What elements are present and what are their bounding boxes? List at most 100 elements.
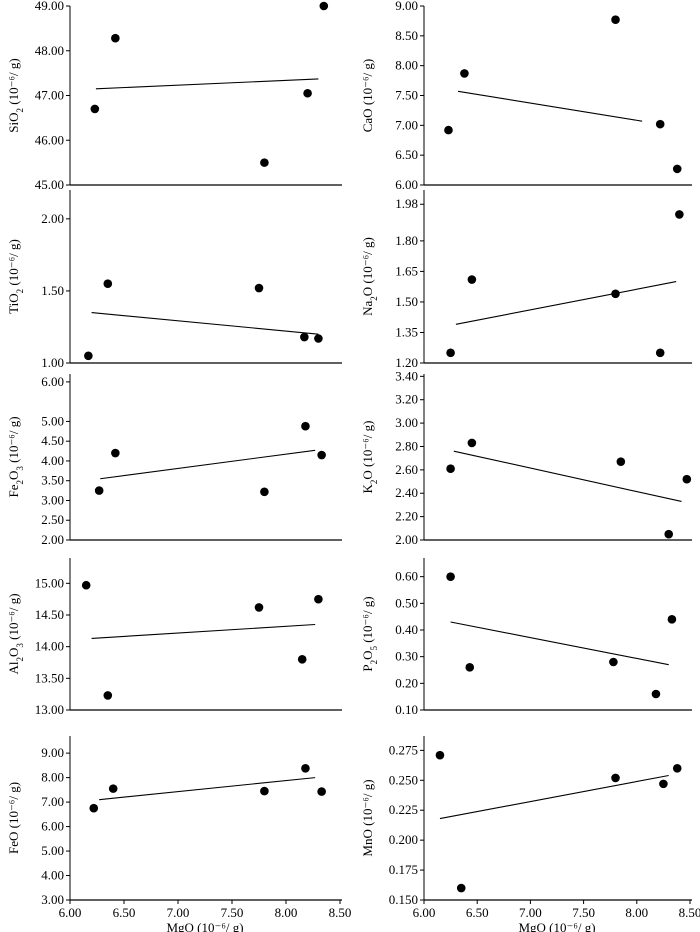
- trend-line: [455, 281, 677, 325]
- data-point: [317, 450, 326, 460]
- panel-tio2: 1.00 1.50 2.00 TiO2 (10⁻⁶/ g): [6, 190, 342, 370]
- y-axis-label: SiO2 (10⁻⁶/ g): [6, 58, 25, 132]
- x-tick-label: 6.00: [413, 905, 436, 920]
- y-tick-label: 15.00: [35, 575, 64, 590]
- y-tick-label: 2.80: [395, 438, 418, 453]
- data-point: [664, 529, 674, 539]
- y-tick-label: 8.50: [395, 28, 418, 43]
- data-point: [467, 275, 477, 284]
- y-tick-label: 6.00: [41, 819, 64, 834]
- trend-line: [100, 449, 316, 480]
- panel-na2o: 1.20 1.35 1.50 1.65 1.80 1.98 Na2O (10⁻⁶/ g): [360, 190, 692, 370]
- panel-feo: 3.00 4.00 5.00 6.00 7.00 8.00 9.00 FeO (10⁻⁶/ g…: [6, 736, 351, 932]
- data-point: [111, 448, 120, 458]
- data-point: [446, 348, 455, 358]
- y-tick-label: 0.200: [389, 832, 418, 847]
- y-tick-label: 9.00: [395, 0, 418, 13]
- data-point: [260, 487, 269, 497]
- y-tick-label: 0.150: [389, 892, 418, 907]
- data-point: [456, 883, 466, 893]
- x-tick-label: 7.00: [519, 905, 542, 920]
- y-tick-label: 0.30: [395, 649, 418, 664]
- y-axis-label: TiO2 (10⁻⁶/ g): [6, 239, 25, 314]
- y-axis-label: Fe2O3 (10⁻⁶/ g): [6, 416, 25, 497]
- y-tick-label: 4.00: [41, 868, 64, 883]
- data-point: [81, 580, 91, 590]
- data-point: [300, 332, 309, 342]
- data-point: [611, 773, 620, 783]
- y-tick-label: 0.60: [395, 569, 418, 584]
- y-tick-label: 3.00: [41, 892, 64, 907]
- panel-p2o5: 0.10 0.20 0.30 0.40 0.50 0.60 P2O5 (10⁻⁶/ g): [360, 558, 692, 717]
- y-tick-label: 45.00: [35, 177, 64, 192]
- y-axis-label: Al2O3 (10⁻⁶/ g): [6, 593, 25, 674]
- data-point: [89, 803, 99, 813]
- trend-line: [95, 78, 319, 90]
- y-tick-label: 6.50: [395, 147, 418, 162]
- data-point: [260, 786, 269, 796]
- trend-line: [99, 777, 316, 801]
- data-point: [446, 572, 455, 581]
- y-tick-label: 7.50: [395, 88, 418, 103]
- y-tick-label: 2.00: [41, 211, 64, 226]
- x-tick-label: 7.00: [167, 905, 190, 920]
- data-point: [301, 764, 310, 773]
- y-tick-label: 48.00: [35, 43, 64, 58]
- y-tick-label: 1.80: [395, 233, 418, 248]
- y-tick-label: 1.20: [395, 355, 418, 370]
- data-point: [301, 421, 310, 431]
- x-axis-label: MgO (10⁻⁶/ g): [166, 920, 243, 932]
- x-tick-label: 8.00: [275, 905, 298, 920]
- panel-fe2o3: 2.00 2.50 3.00 3.50 4.00 4.50 5.00 6.00 Fe2O3 (1…: [6, 374, 342, 547]
- y-axis-label: FeO (10⁻⁶/ g): [6, 782, 21, 854]
- panel-k2o: 2.00 2.20 2.40 2.60 2.80 3.00 3.20 3.40 K2O (10⁻…: [360, 368, 692, 547]
- trend-line: [453, 450, 682, 502]
- y-tick-label: 8.00: [395, 58, 418, 73]
- data-point: [659, 779, 668, 789]
- y-tick-label: 5.00: [41, 413, 64, 428]
- y-tick-label: 3.40: [395, 368, 418, 383]
- y-tick-label: 4.00: [41, 453, 64, 468]
- panel-mno: 0.150 0.175 0.200 0.225 0.250 0.275 MnO (10⁻⁶/…: [360, 736, 700, 932]
- y-tick-label: 13.00: [35, 702, 64, 717]
- data-point: [682, 474, 692, 484]
- x-tick-label: 8.00: [625, 905, 648, 920]
- data-point: [303, 88, 312, 98]
- y-axis-label: K2O (10⁻⁶/ g): [360, 421, 379, 494]
- trend-line: [91, 623, 316, 639]
- y-tick-label: 0.20: [395, 675, 418, 690]
- data-point: [254, 283, 264, 293]
- data-point: [467, 438, 477, 448]
- y-tick-label: 8.00: [41, 770, 64, 785]
- panel-cao: 6.00 6.50 7.00 7.50 8.00 8.50 9.00 CaO (10⁻⁶/ g…: [360, 0, 692, 192]
- y-axis-label: Na2O (10⁻⁶/ g): [360, 237, 379, 316]
- data-point: [672, 164, 682, 174]
- data-point: [314, 334, 323, 343]
- x-axis-label: MgO (10⁻⁶/ g): [518, 920, 595, 932]
- trend-line: [91, 311, 319, 335]
- y-tick-label: 0.40: [395, 622, 418, 637]
- y-tick-label: 1.00: [41, 355, 64, 370]
- y-tick-label: 2.00: [395, 532, 418, 547]
- data-point: [111, 33, 120, 43]
- y-tick-label: 3.50: [41, 473, 64, 488]
- y-tick-label: 1.35: [395, 324, 418, 339]
- y-tick-label: 13.50: [35, 670, 64, 685]
- x-tick-label: 6.00: [59, 905, 82, 920]
- data-point: [672, 764, 682, 773]
- panel-sio2: 45.00 46.00 47.00 48.00 49.00 SiO2 (10⁻⁶/ g): [6, 0, 342, 192]
- trend-line: [439, 774, 669, 820]
- y-tick-label: 5.00: [41, 843, 64, 858]
- data-point: [90, 104, 100, 114]
- panel-al2o3: 13.00 13.50 14.00 14.50 15.00 Al2O3 (10⁻⁶/ g): [6, 558, 342, 717]
- data-point: [609, 657, 618, 667]
- y-tick-label: 3.20: [395, 392, 418, 407]
- x-tick-label: 8.50: [329, 905, 352, 920]
- y-tick-label: 3.00: [41, 492, 64, 507]
- trend-line: [450, 621, 669, 666]
- y-tick-label: 0.10: [395, 702, 418, 717]
- y-tick-label: 7.00: [395, 117, 418, 132]
- data-point: [314, 594, 323, 604]
- y-tick-label: 2.40: [395, 485, 418, 500]
